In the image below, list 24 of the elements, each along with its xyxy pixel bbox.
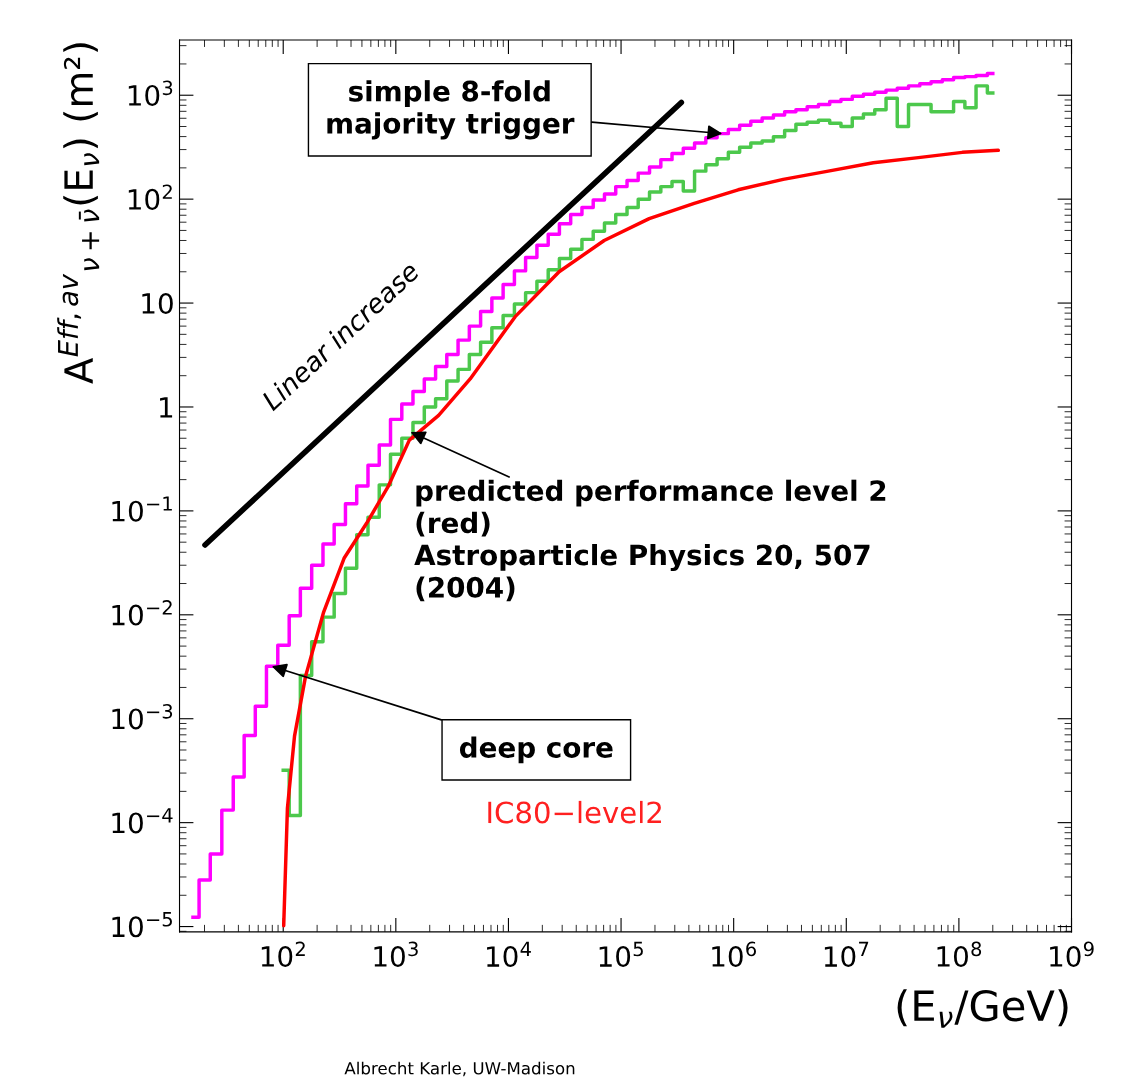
x-tick-label: 10$^{3}$: [374, 941, 418, 967]
x-tick-label: 10$^{8}$: [937, 941, 982, 967]
x-tick-label: 10$^{4}$: [487, 941, 531, 968]
x-tick-label: 10$^{5}$: [599, 941, 643, 968]
x-tick-label: 10$^{9}$: [1050, 941, 1094, 967]
y-tick-label: 10$^{−5}$: [112, 912, 172, 938]
y-tick-label: 10$^{−2}$: [112, 600, 172, 626]
y-tick-label: 10$^{−1}$: [112, 496, 172, 522]
x-tick-label: 10$^{6}$: [712, 941, 756, 967]
y-tick-label: 10$^{2}$: [128, 184, 172, 210]
y-tick-label: 10: [142, 293, 173, 315]
annotation: simple 8-fold majority trigger: [327, 80, 575, 140]
y-tick-label: 10$^{−3}$: [112, 704, 173, 730]
annotation: deep core: [459, 736, 613, 764]
y-tick-label: 10$^{−4}$: [112, 808, 173, 834]
x-axis-title: (E$_{ν}$/GeV): [897, 989, 1068, 1028]
x-tick-label: 10$^{7}$: [824, 941, 869, 968]
y-axis-title: A$^{Eff,av}$$_{ν+ν̄}$(E$_{ν}$) (m²): [57, 43, 100, 384]
x-tick-label: 10$^{2}$: [261, 941, 305, 967]
y-tick-label: 10$^{3}$: [128, 80, 173, 106]
text: Albrecht Karle, UW-Madison: [344, 1061, 575, 1077]
annotation: predicted performance level 2 (red) Astroparticle Physics 20, 507 (2004): [414, 479, 886, 602]
annotation: IC80−level2: [488, 800, 661, 824]
y-tick-label: 1: [160, 397, 173, 418]
